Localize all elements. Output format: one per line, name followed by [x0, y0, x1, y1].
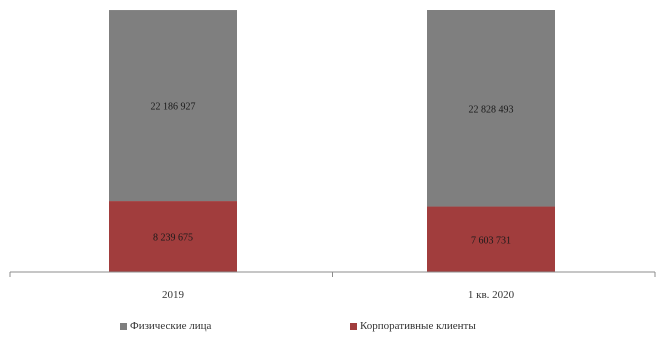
legend-swatch-individuals [120, 322, 127, 330]
legend-label-individuals: Физические лица [130, 320, 212, 332]
bar-segment-individuals-0 [109, 10, 237, 202]
category-label-0: 2019 [162, 289, 185, 301]
category-label-1: 1 кв. 2020 [468, 289, 515, 301]
data-label-individuals-1: 22 828 493 [469, 104, 514, 115]
data-label-corporate-1: 7 603 731 [471, 235, 511, 246]
bar-segment-corporate-0 [109, 201, 237, 272]
legend-item-corporate: Корпоративные клиенты [350, 320, 476, 332]
legend-item-individuals: Физические лица [120, 320, 211, 332]
bar-segment-individuals-1 [427, 10, 555, 207]
legend-swatch-corporate [350, 322, 357, 330]
data-label-individuals-0: 22 186 927 [151, 102, 196, 113]
bar-segment-corporate-1 [427, 206, 555, 272]
data-label-corporate-0: 8 239 675 [153, 233, 193, 244]
stacked-bar-chart: 8 239 675 22 186 927 2019 7 603 731 22 828 4… [9, 10, 656, 301]
legend-label-corporate: Корпоративные клиенты [360, 320, 476, 332]
chart-legend: Физические лица Корпоративные клиенты [0, 320, 658, 337]
